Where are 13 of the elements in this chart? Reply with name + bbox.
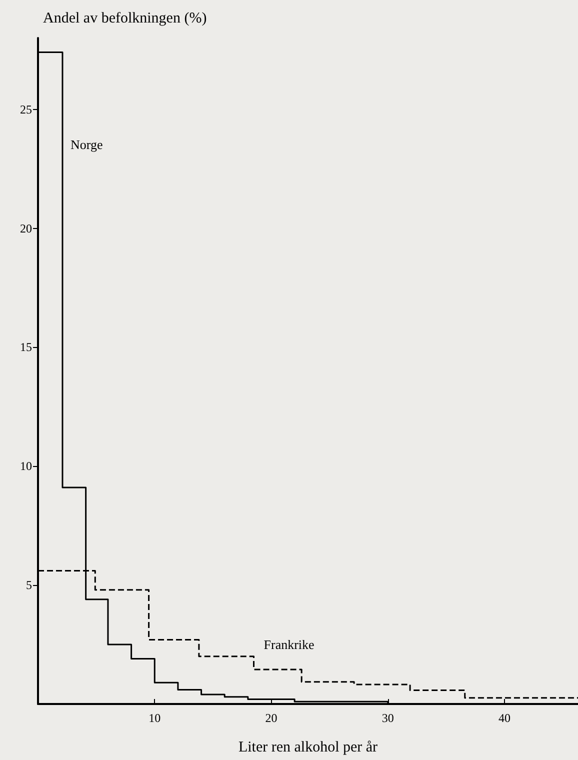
series-label: Frankrike: [264, 636, 315, 652]
y-axis-title: Andel av befolkningen (%): [43, 10, 207, 26]
y-tick-label: 5: [26, 578, 32, 592]
y-tick-label: 10: [20, 459, 32, 474]
x-axis-title: Liter ren alkohol per år: [238, 740, 378, 756]
x-tick-label: 30: [382, 711, 394, 725]
y-tick-label: 15: [20, 340, 32, 354]
x-tick-label: 20: [265, 711, 278, 725]
y-tick-label: 20: [20, 221, 32, 236]
y-tick-label: 25: [20, 102, 32, 116]
x-tick-label: 40: [498, 711, 511, 725]
x-tick-label: 10: [148, 711, 161, 725]
series-label: Norge: [70, 136, 103, 152]
